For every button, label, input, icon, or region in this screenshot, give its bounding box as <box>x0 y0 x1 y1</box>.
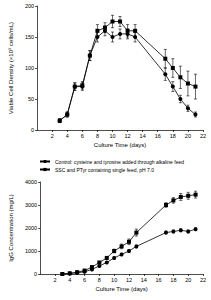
svg-text:4000: 4000 <box>25 179 37 185</box>
svg-text:2: 2 <box>53 277 56 283</box>
svg-text:150: 150 <box>25 34 34 40</box>
svg-text:6: 6 <box>83 277 86 283</box>
svg-text:3000: 3000 <box>25 202 37 208</box>
svg-text:100: 100 <box>25 65 34 71</box>
svg-text:22: 22 <box>200 277 206 283</box>
svg-text:18: 18 <box>170 133 176 139</box>
svg-text:SSC and PTyr containing single: SSC and PTyr containing single feed, pH … <box>55 167 154 173</box>
svg-text:IgG Concentration (mg/L): IgG Concentration (mg/L) <box>8 194 14 262</box>
svg-text:14: 14 <box>141 277 147 283</box>
svg-text:2000: 2000 <box>25 225 37 231</box>
svg-text:6: 6 <box>81 133 84 139</box>
svg-text:4: 4 <box>66 133 69 139</box>
svg-text:10: 10 <box>109 133 115 139</box>
svg-text:12: 12 <box>125 133 131 139</box>
svg-text:8: 8 <box>96 133 99 139</box>
svg-text:18: 18 <box>170 277 176 283</box>
svg-text:20: 20 <box>185 133 191 139</box>
svg-text:10: 10 <box>111 277 117 283</box>
svg-text:Culture Time (days): Culture Time (days) <box>95 286 147 292</box>
svg-text:0: 0 <box>34 271 37 277</box>
svg-text:8: 8 <box>98 277 101 283</box>
svg-text:Viable Cell Density (×10⁵ cell: Viable Cell Density (×10⁵ cells/mL) <box>8 22 14 114</box>
svg-text:200: 200 <box>25 3 34 9</box>
svg-text:20: 20 <box>185 277 191 283</box>
svg-text:2: 2 <box>51 133 54 139</box>
svg-text:0: 0 <box>31 127 34 133</box>
svg-text:16: 16 <box>156 277 162 283</box>
svg-text:50: 50 <box>28 96 34 102</box>
svg-text:16: 16 <box>155 133 161 139</box>
svg-text:14: 14 <box>140 133 146 139</box>
svg-text:1000: 1000 <box>25 248 37 254</box>
svg-text:22: 22 <box>200 133 206 139</box>
svg-text:Culture Time (days): Culture Time (days) <box>94 142 146 148</box>
svg-text:12: 12 <box>126 277 132 283</box>
svg-text:Control: cysteine and tyrosine: Control: cysteine and tyrosine added thr… <box>55 159 184 165</box>
svg-text:4: 4 <box>68 277 71 283</box>
